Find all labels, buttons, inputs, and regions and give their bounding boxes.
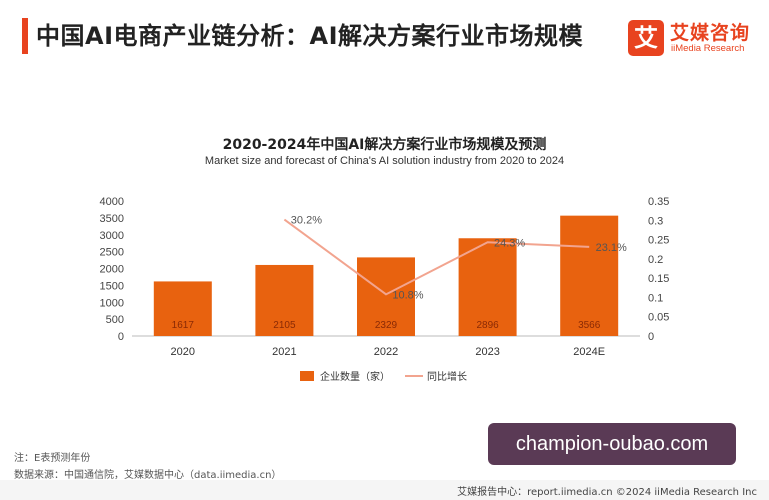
left-axis-tick: 4000 (100, 196, 124, 208)
bar-value-label: 1617 (172, 320, 195, 331)
right-axis-tick: 0 (648, 331, 654, 343)
right-axis-tick: 0.35 (648, 196, 669, 208)
bar-value-label: 2329 (375, 320, 398, 331)
title-accent-bar (22, 18, 28, 54)
logo-name-en: iiMedia Research (671, 43, 745, 54)
bar (357, 257, 415, 336)
x-axis-tick: 2022 (374, 346, 398, 358)
logo-name-cn: 艾媒咨询 (670, 22, 751, 44)
left-axis-tick: 2000 (100, 264, 124, 276)
right-axis-tick: 0.2 (648, 254, 663, 266)
page-title: 中国AI电商产业链分析：AI解决方案行业市场规模 (36, 22, 584, 50)
right-axis-tick: 0.15 (648, 273, 669, 285)
left-axis-tick: 2500 (100, 247, 124, 259)
right-axis-tick: 0.25 (648, 235, 669, 247)
growth-value-label: 23.1% (596, 242, 627, 254)
bar (458, 238, 517, 336)
x-axis-tick: 2021 (272, 346, 296, 358)
left-axis-tick: 3500 (100, 213, 124, 225)
legend-line-label: 同比增长 (427, 370, 467, 383)
growth-value-label: 24.3% (494, 237, 525, 249)
growth-value-label: 30.2% (291, 215, 322, 227)
left-axis-tick: 1500 (100, 280, 124, 292)
left-axis-tick: 1000 (100, 297, 124, 309)
footnote: 注：E表预测年份 (14, 453, 91, 464)
right-axis-tick: 0.3 (648, 215, 663, 227)
legend-bar-swatch (300, 371, 314, 381)
growth-line (283, 218, 590, 296)
bar (560, 215, 619, 336)
brand-logo: 艾 艾媒咨询 iiMedia Research (628, 18, 760, 58)
bar-value-label: 3566 (578, 320, 601, 331)
growth-value-label: 10.8% (392, 289, 423, 301)
left-axis-tick: 500 (106, 314, 124, 326)
left-axis-tick: 3000 (100, 230, 124, 242)
footer-copyright: 艾媒报告中心：report.iimedia.cn ©2024 iiMedia R… (457, 487, 757, 498)
footer-bar: 艾媒报告中心：report.iimedia.cn ©2024 iiMedia R… (0, 480, 769, 500)
x-axis-tick: 2024E (573, 346, 605, 358)
watermark-badge: champion-oubao.com (488, 423, 736, 465)
bar-value-label: 2896 (476, 320, 499, 331)
logo-mark-icon: 艾 (628, 20, 664, 56)
bar (153, 281, 212, 336)
x-axis-tick: 2020 (171, 346, 195, 358)
bar-value-label: 2105 (273, 320, 296, 331)
right-axis-tick: 0.1 (648, 292, 663, 304)
right-axis-tick: 0.05 (648, 312, 669, 324)
chart-title: 2020-2024年中国AI解决方案行业市场规模及预测 (222, 137, 547, 153)
left-axis-tick: 0 (118, 331, 124, 343)
data-source: 数据来源：中国通信院，艾媒数据中心（data.iimedia.cn） (14, 470, 282, 481)
chart-subtitle: Market size and forecast of China's AI s… (204, 155, 565, 167)
legend-bar-label: 企业数量（家） (320, 370, 390, 383)
bar (255, 264, 314, 336)
x-axis-tick: 2023 (475, 346, 499, 358)
